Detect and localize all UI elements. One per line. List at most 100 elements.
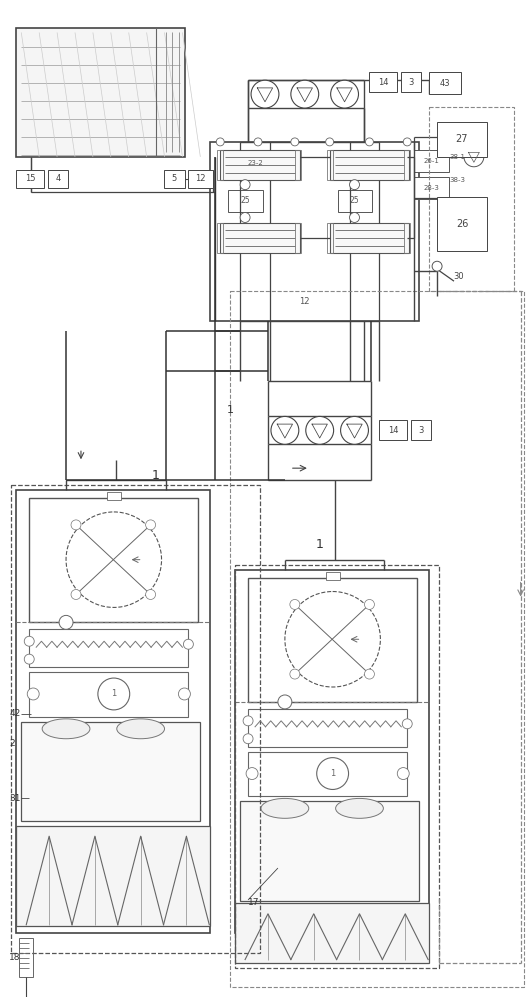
Bar: [16, 28, 186, 157]
Bar: [228, 190, 263, 212]
Circle shape: [397, 768, 409, 780]
Bar: [230, 291, 524, 987]
Bar: [19, 938, 33, 977]
Bar: [16, 170, 44, 188]
Bar: [411, 420, 431, 440]
Circle shape: [179, 688, 190, 700]
Ellipse shape: [42, 719, 90, 739]
Text: 1: 1: [227, 405, 233, 415]
Bar: [235, 903, 429, 963]
Text: 1: 1: [316, 538, 324, 551]
Text: 14: 14: [378, 78, 388, 87]
Circle shape: [349, 180, 359, 190]
Circle shape: [290, 669, 300, 679]
Circle shape: [432, 261, 442, 271]
Bar: [429, 107, 514, 291]
Bar: [429, 72, 461, 94]
Bar: [210, 142, 419, 321]
Bar: [29, 498, 198, 622]
Circle shape: [365, 599, 374, 609]
Text: 3: 3: [418, 426, 424, 435]
Circle shape: [98, 678, 130, 710]
Bar: [163, 170, 186, 188]
Circle shape: [145, 520, 155, 530]
Circle shape: [59, 615, 73, 629]
Text: 25: 25: [240, 196, 250, 205]
Circle shape: [340, 416, 368, 444]
Circle shape: [183, 639, 193, 649]
Circle shape: [240, 180, 250, 190]
Text: 14: 14: [388, 426, 398, 435]
Text: 28-3: 28-3: [423, 185, 439, 191]
Circle shape: [254, 138, 262, 146]
Circle shape: [317, 758, 348, 789]
Circle shape: [403, 138, 411, 146]
Text: 26: 26: [456, 219, 468, 229]
Text: 1: 1: [330, 769, 335, 778]
Circle shape: [243, 716, 253, 726]
Text: 1: 1: [111, 689, 116, 698]
Bar: [437, 197, 487, 251]
Bar: [401, 72, 421, 92]
Ellipse shape: [261, 798, 309, 818]
Text: 12: 12: [299, 297, 310, 306]
Bar: [327, 223, 333, 253]
Bar: [235, 565, 439, 968]
Text: 27: 27: [456, 134, 468, 144]
Text: 43: 43: [440, 79, 451, 88]
Bar: [16, 826, 210, 926]
Circle shape: [27, 688, 39, 700]
Circle shape: [464, 147, 484, 167]
Text: 5: 5: [172, 174, 177, 183]
Bar: [48, 170, 68, 188]
Bar: [188, 170, 213, 188]
Text: 3: 3: [408, 78, 414, 87]
Circle shape: [365, 138, 374, 146]
Circle shape: [271, 416, 299, 444]
Ellipse shape: [117, 719, 164, 739]
Circle shape: [330, 80, 358, 108]
Text: 12: 12: [196, 174, 206, 183]
Text: 25: 25: [350, 196, 359, 205]
Bar: [338, 190, 373, 212]
Circle shape: [240, 213, 250, 222]
Bar: [248, 578, 417, 702]
Circle shape: [71, 520, 81, 530]
Circle shape: [326, 138, 334, 146]
Bar: [220, 223, 300, 253]
Text: 2: 2: [9, 739, 15, 748]
Bar: [248, 709, 407, 747]
Bar: [12, 485, 260, 953]
Text: 26-1: 26-1: [423, 158, 439, 164]
Bar: [295, 150, 301, 180]
Bar: [369, 72, 397, 92]
Bar: [16, 490, 210, 933]
Bar: [217, 150, 223, 180]
Text: 15: 15: [25, 174, 35, 183]
Text: 4: 4: [55, 174, 61, 183]
Circle shape: [291, 80, 319, 108]
Bar: [330, 223, 409, 253]
Circle shape: [291, 138, 299, 146]
Bar: [295, 223, 301, 253]
Bar: [327, 150, 333, 180]
Circle shape: [145, 590, 155, 599]
Text: 23-2: 23-2: [247, 160, 263, 166]
Bar: [414, 177, 449, 199]
Circle shape: [349, 213, 359, 222]
Circle shape: [278, 695, 292, 709]
Bar: [107, 492, 121, 500]
Bar: [330, 150, 409, 180]
Circle shape: [24, 654, 34, 664]
Bar: [235, 570, 429, 933]
Text: 1: 1: [152, 469, 160, 482]
Bar: [404, 150, 410, 180]
Circle shape: [402, 719, 412, 729]
Text: 31: 31: [9, 794, 21, 803]
Bar: [217, 223, 223, 253]
Circle shape: [365, 669, 374, 679]
Bar: [29, 629, 188, 667]
Circle shape: [251, 80, 279, 108]
Bar: [326, 572, 339, 580]
Bar: [437, 122, 487, 157]
